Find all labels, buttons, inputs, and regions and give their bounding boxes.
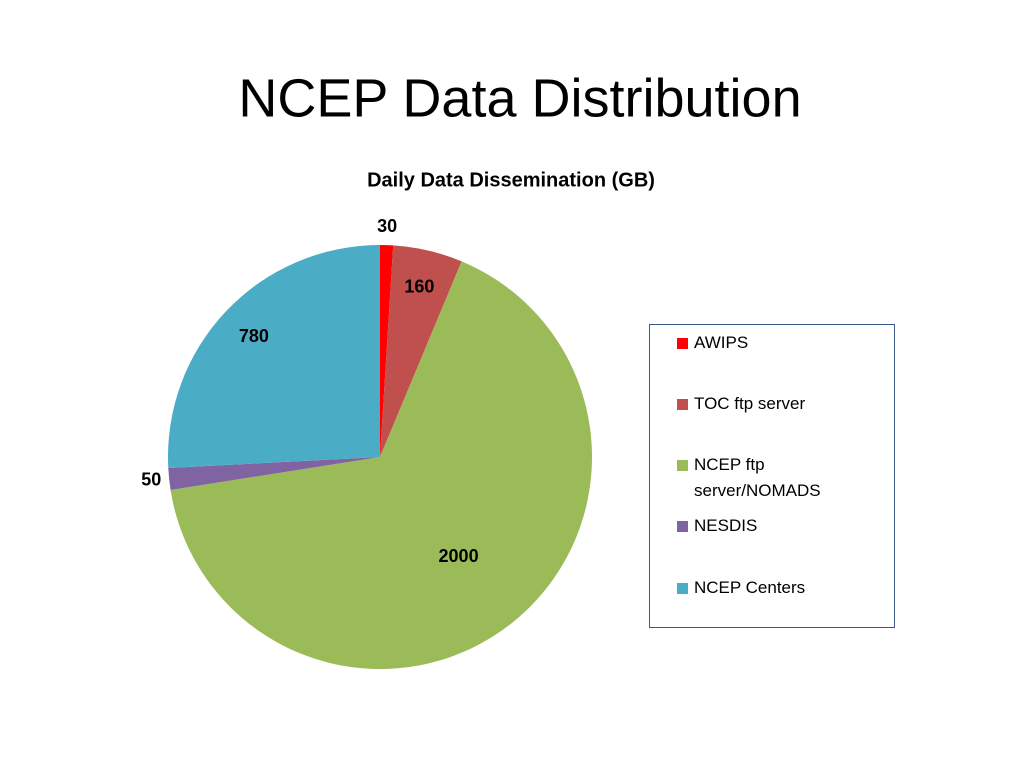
chart-title: Daily Data Dissemination (GB)	[367, 169, 655, 191]
data-label: 50	[141, 470, 161, 490]
legend-item: NCEP ftp server/NOMADS	[677, 452, 854, 504]
data-label: 2000	[439, 546, 479, 566]
legend-item: NCEP Centers	[677, 575, 854, 601]
legend-swatch	[677, 338, 688, 349]
legend-swatch	[677, 583, 688, 594]
legend-label: AWIPS	[694, 333, 749, 352]
legend-swatch	[677, 460, 688, 471]
data-label: 30	[377, 216, 397, 236]
legend: AWIPS TOC ftp server NCEP ftp server/NOMAD…	[649, 324, 895, 628]
legend-item: AWIPS	[677, 330, 854, 356]
pie-slice	[167, 245, 380, 469]
legend-label: NCEP Centers	[694, 578, 806, 597]
data-label: 160	[404, 276, 434, 296]
legend-item: NESDIS	[677, 513, 854, 539]
pie-slice	[170, 261, 592, 669]
pie-slice	[380, 245, 394, 457]
legend-swatch	[677, 521, 688, 532]
legend-swatch	[677, 399, 688, 410]
legend-label: TOC ftp server	[694, 394, 806, 413]
pie-slice	[380, 245, 462, 457]
slide-title: NCEP Data Distribution	[238, 68, 801, 128]
pie-slice	[168, 457, 380, 490]
data-label: 780	[239, 326, 269, 346]
legend-label: NESDIS	[694, 516, 758, 535]
legend-item: TOC ftp server	[677, 391, 854, 417]
legend-label: NCEP ftp server/NOMADS	[694, 455, 821, 500]
